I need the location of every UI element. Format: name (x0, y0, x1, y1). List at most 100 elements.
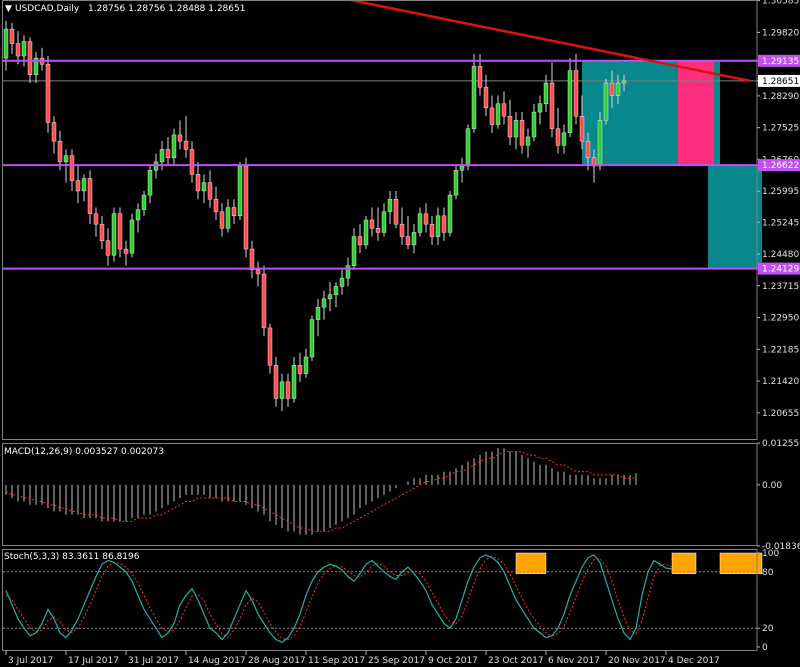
candle-body (519, 120, 525, 146)
time-tick-label: 6 Nov 2017 (548, 656, 600, 666)
candle-body (303, 356, 309, 374)
time-tick-label: 17 Jul 2017 (68, 656, 119, 666)
stoch-tick-label: 80 (762, 568, 774, 578)
level-price-label: 1.24129 (762, 265, 799, 275)
candle-body (435, 215, 441, 237)
candle-body (465, 128, 471, 167)
symbol-dropdown-icon[interactable]: ▼ (5, 4, 12, 14)
candle-body (249, 248, 255, 271)
candle-body (201, 182, 207, 192)
candle-body (495, 103, 501, 125)
candle-body (141, 194, 147, 210)
candle-body (531, 111, 537, 138)
candle-body (549, 82, 555, 129)
candle-body (309, 319, 315, 358)
candle-body (477, 66, 483, 88)
stoch-overbought-highlight (719, 552, 763, 574)
stoch-main-line (5, 554, 673, 644)
time-tick-label: 20 Nov 2017 (608, 656, 666, 666)
candle-body (603, 82, 609, 121)
candle-body (489, 107, 495, 125)
time-tick-label: 31 Jul 2017 (128, 656, 179, 666)
candle-body (219, 211, 225, 229)
candle-body (75, 180, 81, 192)
candle-body (333, 286, 339, 295)
candle-body (441, 215, 447, 233)
candle-body (279, 381, 285, 399)
symbol-title: USDCAD,Daily (15, 4, 80, 14)
price-tick-label: 1.28290 (762, 92, 799, 102)
candle-body (339, 277, 345, 287)
candle-body (243, 165, 249, 250)
candle-body (321, 298, 327, 308)
candle-body (393, 199, 399, 225)
candle-body (21, 41, 27, 57)
time-tick-label: 9 Oct 2017 (428, 656, 478, 666)
candle-body (189, 149, 195, 175)
candle-body (27, 41, 33, 75)
candle-body (459, 165, 465, 171)
price-tick-label: 1.21420 (762, 377, 799, 387)
time-tick-label: 25 Sep 2017 (368, 656, 425, 666)
candle-body (255, 269, 261, 275)
candle-body (225, 207, 231, 229)
candle-body (573, 70, 579, 117)
price-tick-label: 1.24480 (762, 250, 799, 260)
candle-body (621, 80, 627, 84)
main-price-pane (3, 0, 762, 411)
macd-pane (5, 448, 637, 535)
level-price-label: 1.29135 (762, 57, 799, 67)
price-tick-label: 1.27525 (762, 124, 799, 134)
candle-body (213, 199, 219, 212)
candle-body (585, 140, 591, 158)
candle-body (171, 134, 177, 158)
level-price-label-bg (758, 262, 800, 275)
pane-border-1 (2, 443, 758, 546)
ohlc-readout: 1.28756 1.28756 1.28488 1.28651 (88, 4, 245, 14)
candle-body (597, 120, 603, 167)
candle-body (609, 82, 615, 96)
price-tick-label: 1.20655 (762, 409, 799, 419)
lower-teal-zone (708, 165, 762, 269)
stoch-pane (3, 552, 763, 644)
candle-body (369, 219, 375, 229)
candle-body (183, 140, 189, 150)
candle-body (615, 82, 621, 96)
candle-body (159, 149, 165, 163)
macd-tick-label: 0.00 (762, 481, 782, 491)
pane-border-2 (2, 549, 758, 651)
candle-body (345, 265, 351, 279)
candle-body (315, 306, 321, 320)
candle-body (363, 219, 369, 246)
price-tick-label: 1.25995 (762, 187, 799, 197)
stoch-overbought-highlight (515, 552, 547, 574)
macd-title: MACD(12,26,9) 0.003527 0.002073 (4, 447, 164, 457)
candle-body (417, 213, 423, 233)
candle-body (273, 365, 279, 399)
macd-tick-label: -0.018362 (762, 542, 800, 552)
candle-body (33, 57, 39, 75)
pane-border-0 (2, 0, 758, 440)
candle-body (195, 174, 201, 192)
candle-body (387, 199, 393, 212)
candle-body (231, 207, 237, 217)
price-tick-label: 1.22950 (762, 314, 799, 324)
stoch-overbought-highlight (671, 552, 697, 574)
trend-line (344, 0, 751, 83)
stoch-tick-label: 100 (762, 549, 779, 559)
candle-body (207, 182, 213, 200)
candle-body (555, 128, 561, 146)
candle-body (267, 327, 273, 366)
candle-body (471, 66, 477, 129)
candle-body (513, 120, 519, 138)
candle-body (501, 103, 507, 117)
time-tick-label: 23 Oct 2017 (488, 656, 544, 666)
candle-body (351, 236, 357, 266)
candle-body (561, 132, 567, 146)
price-tick-label: 1.25245 (762, 218, 799, 228)
candle-body (135, 209, 141, 221)
candle-body (147, 169, 153, 196)
candle-body (93, 213, 99, 225)
